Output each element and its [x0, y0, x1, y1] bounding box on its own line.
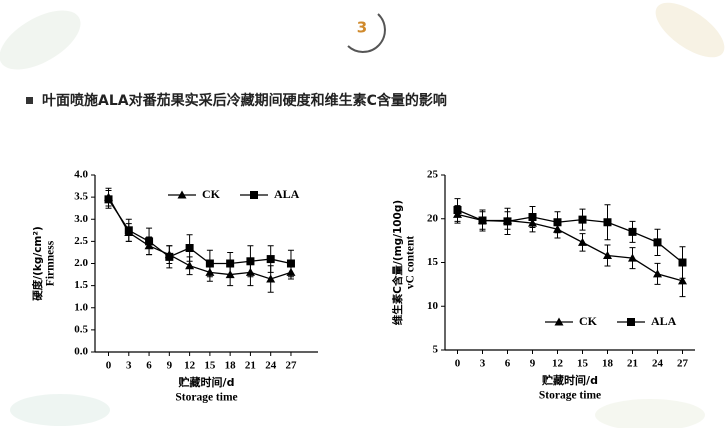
leaf-decoration: [0, 10, 81, 70]
marker: [578, 237, 587, 246]
leaf-decoration: [595, 399, 705, 428]
marker: [226, 259, 235, 268]
y-tick-label: 25: [427, 169, 439, 181]
legend-label: CK: [202, 187, 221, 201]
marker: [603, 251, 612, 259]
x-tick-label: 15: [204, 360, 216, 372]
y-tick-label: 3.0: [74, 213, 88, 225]
legend-label: ALA: [274, 187, 300, 201]
x-axis-label: 贮藏时间/d: [178, 375, 235, 389]
marker: [528, 213, 537, 221]
x-tick-label: 21: [245, 360, 256, 372]
marker: [250, 191, 258, 199]
y-axis-label: 硬度/(kg/cm²): [31, 226, 44, 301]
slide-number: 3: [357, 19, 367, 37]
x-tick-label: 21: [627, 358, 638, 370]
series-line: [457, 209, 683, 264]
y-tick-label: 10: [427, 300, 439, 312]
legend-label: CK: [579, 314, 598, 328]
x-tick-label: 3: [126, 360, 132, 372]
marker: [603, 218, 612, 227]
y-tick-label: 3.5: [74, 191, 88, 203]
x-tick-label: 27: [677, 358, 689, 370]
marker: [104, 195, 113, 204]
marker: [678, 276, 687, 285]
marker: [678, 258, 687, 267]
marker: [554, 317, 564, 326]
marker: [177, 190, 187, 199]
x-tick-label: 3: [480, 358, 486, 370]
x-tick-label: 9: [167, 360, 173, 372]
marker: [453, 206, 462, 214]
x-tick-label: 9: [530, 358, 536, 370]
marker: [578, 215, 587, 224]
y-tick-label: 2.0: [74, 257, 88, 269]
x-tick-label: 12: [552, 358, 564, 370]
y-axis-label: 维生素C含量/(mg/100g): [391, 200, 404, 325]
x-tick-label: 18: [225, 360, 237, 372]
x-tick-label: 12: [184, 360, 196, 372]
y-tick-label: 15: [427, 256, 439, 268]
marker: [286, 259, 295, 268]
y-tick-label: 2.5: [74, 235, 88, 247]
marker: [627, 318, 635, 326]
marker: [266, 274, 276, 283]
y-tick-label: 4.0: [74, 169, 88, 181]
y-tick-label: 5: [433, 344, 439, 356]
y-tick-label: 20: [427, 212, 439, 224]
y-tick-label: 1.5: [74, 279, 88, 291]
marker: [628, 253, 637, 262]
number-ring: [347, 13, 386, 53]
marker: [653, 269, 662, 278]
legend-label: ALA: [651, 314, 677, 328]
series-line: [107, 196, 292, 280]
marker: [145, 237, 154, 246]
marker: [124, 226, 133, 235]
x-tick-label: 18: [602, 358, 614, 370]
marker: [503, 217, 512, 226]
marker: [205, 259, 214, 268]
x-tick-label: 6: [505, 358, 511, 370]
y-axis-label-en: Firmness: [45, 240, 57, 286]
marker: [266, 255, 275, 264]
y-tick-label: 1.0: [74, 301, 88, 313]
bullet: [26, 97, 33, 104]
x-axis-label-en: Storage time: [539, 390, 601, 402]
x-tick-label: 0: [106, 360, 112, 372]
marker: [165, 252, 174, 261]
x-axis-label-en: Storage time: [175, 392, 237, 404]
x-tick-label: 27: [285, 360, 297, 372]
marker: [246, 257, 255, 266]
marker: [478, 216, 487, 225]
y-axis-label-en: vC content: [405, 236, 417, 290]
series-line: [107, 198, 292, 265]
marker: [185, 261, 195, 270]
marker: [185, 244, 194, 253]
x-tick-label: 24: [652, 358, 664, 370]
x-tick-label: 6: [146, 360, 152, 372]
leaf-decoration: [10, 394, 110, 426]
marker: [553, 218, 562, 227]
y-tick-label: 0.5: [74, 323, 88, 335]
marker: [653, 238, 662, 247]
x-axis-label: 贮藏时间/d: [541, 373, 598, 387]
x-tick-label: 0: [455, 358, 461, 370]
x-tick-label: 15: [577, 358, 589, 370]
slide-heading: 叶面喷施ALA对番茄果实采后冷藏期间硬度和维生素C含量的影响: [42, 92, 447, 109]
y-tick-label: 0.0: [74, 346, 88, 358]
leaf-decoration: [655, 2, 725, 58]
x-tick-label: 24: [265, 360, 277, 372]
marker: [628, 227, 637, 236]
